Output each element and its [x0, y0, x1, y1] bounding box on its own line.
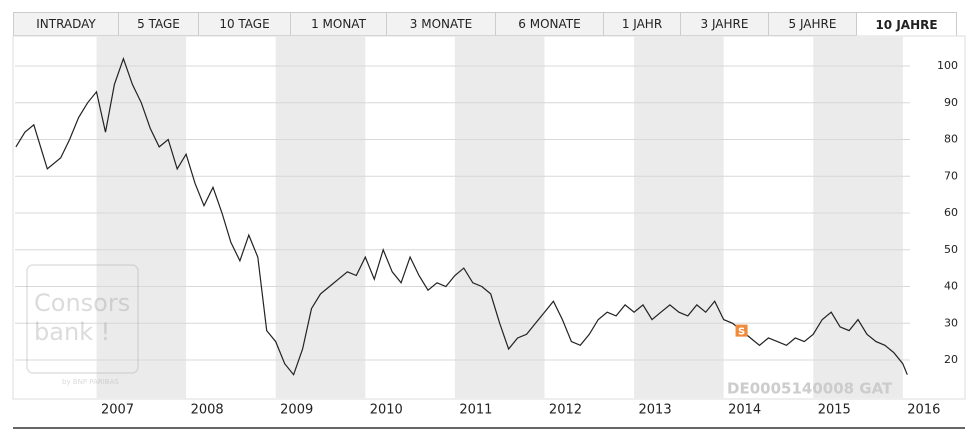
- y-tick-label: 70: [944, 169, 958, 182]
- tab[interactable]: 5 JAHRE: [768, 12, 856, 36]
- x-tick-label: 2016: [907, 403, 940, 418]
- logo-text: bank !: [34, 318, 110, 346]
- y-tick-label: 100: [937, 59, 958, 72]
- x-tick-label: 2013: [639, 403, 672, 418]
- tab[interactable]: 6 MONATE: [495, 12, 603, 36]
- logo-text: Consors: [34, 289, 130, 317]
- x-tick-label: 2010: [370, 403, 403, 418]
- tab-bar: INTRADAY 5 TAGE 10 TAGE 1 MONAT 3 MONATE 6 MO…: [13, 12, 957, 36]
- x-tick-label: 2007: [101, 403, 134, 418]
- tab[interactable]: 3 JAHRE: [680, 12, 768, 36]
- tab[interactable]: INTRADAY: [13, 12, 118, 36]
- year-band: [813, 36, 903, 398]
- y-tick-label: 50: [944, 243, 958, 256]
- y-tick-label: 30: [944, 316, 958, 329]
- y-tick-label: 90: [944, 96, 958, 109]
- y-tick-label: 60: [944, 206, 958, 219]
- x-tick-label: 2012: [549, 403, 582, 418]
- y-tick-label: 80: [944, 133, 958, 146]
- logo-byline: by BNP PARIBAS: [62, 378, 119, 386]
- tab[interactable]: 10 TAGE: [198, 12, 290, 36]
- x-tick-label: 2014: [728, 403, 761, 418]
- x-tick-label: 2015: [818, 403, 851, 418]
- watermark: DE0005140008 GAT: [727, 380, 893, 398]
- x-tick-label: 2008: [191, 403, 224, 418]
- logo-box: [26, 264, 139, 374]
- year-band: [454, 36, 545, 398]
- year-band: [275, 36, 366, 398]
- tab[interactable]: 1 MONAT: [290, 12, 386, 36]
- x-tick-label: 2011: [459, 403, 492, 418]
- year-band: [96, 36, 187, 398]
- price-line: [15, 56, 908, 376]
- y-tick-label: 20: [944, 353, 958, 366]
- y-tick-label: 40: [944, 280, 958, 293]
- tab[interactable]: 1 JAHR: [603, 12, 680, 36]
- x-tick-label: 2009: [280, 403, 313, 418]
- year-band: [634, 36, 724, 398]
- tab[interactable]: 10 JAHRE: [856, 12, 957, 36]
- tab[interactable]: 5 TAGE: [118, 12, 198, 36]
- annotation-marker: [735, 324, 748, 337]
- annotation-text: S: [738, 327, 745, 338]
